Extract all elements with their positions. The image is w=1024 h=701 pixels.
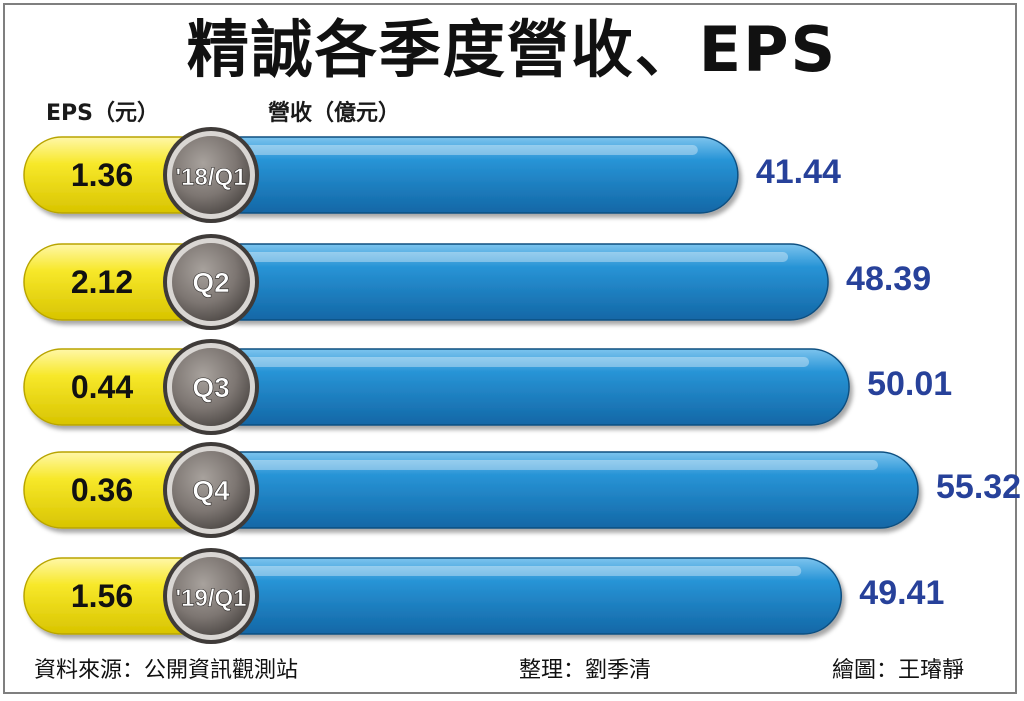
quarter-label: Q3	[192, 372, 229, 403]
revenue-value-label: 48.39	[846, 260, 931, 298]
source-note: 資料來源：公開資訊觀測站	[34, 658, 299, 683]
quarter-label: '19/Q1	[175, 585, 246, 612]
revenue-value-label: 55.32	[936, 468, 1021, 506]
revenue-bar-highlight	[240, 460, 878, 470]
quarter-badge	[172, 136, 250, 214]
revenue-bar-highlight	[240, 566, 802, 576]
revenue-bar-highlight	[240, 145, 698, 155]
quarter-badge	[172, 451, 250, 529]
eps-value-label: 1.36	[71, 157, 133, 193]
quarter-badge	[172, 243, 250, 321]
chart-row-4: 0.36 Q4 55.32	[23, 442, 1021, 538]
artist-credit: 繪圖：王璿靜	[832, 658, 965, 683]
revenue-bar-highlight	[240, 357, 810, 367]
eps-value-label: 1.56	[71, 578, 133, 614]
chart-row-2: 2.12 Q2 48.39	[23, 234, 931, 330]
revenue-axis-label: 營收（億元）	[268, 101, 401, 126]
chart-row-5: 1.56 '19/Q1 49.41	[23, 548, 944, 644]
chart-row-1: 1.36 '18/Q1 41.44	[23, 127, 841, 223]
quarter-label: Q2	[192, 267, 229, 298]
revenue-value-label: 50.01	[867, 365, 952, 403]
chart-title: 精誠各季度營收、EPS	[186, 13, 838, 86]
editor-credit: 整理：劉季清	[519, 658, 652, 683]
eps-value-label: 0.36	[71, 472, 133, 508]
chart-frame	[3, 3, 1017, 694]
revenue-value-label: 41.44	[756, 153, 841, 191]
quarter-badge	[172, 348, 250, 426]
revenue-bar-highlight	[240, 252, 789, 262]
quarter-badge	[172, 557, 250, 635]
quarter-label: '18/Q1	[175, 164, 246, 191]
revenue-value-label: 49.41	[859, 574, 944, 612]
chart-row-3: 0.44 Q3 50.01	[23, 339, 952, 435]
quarter-label: Q4	[192, 475, 230, 506]
eps-value-label: 0.44	[71, 369, 133, 405]
eps-value-label: 2.12	[71, 264, 133, 300]
eps-axis-label: EPS（元）	[46, 101, 159, 126]
